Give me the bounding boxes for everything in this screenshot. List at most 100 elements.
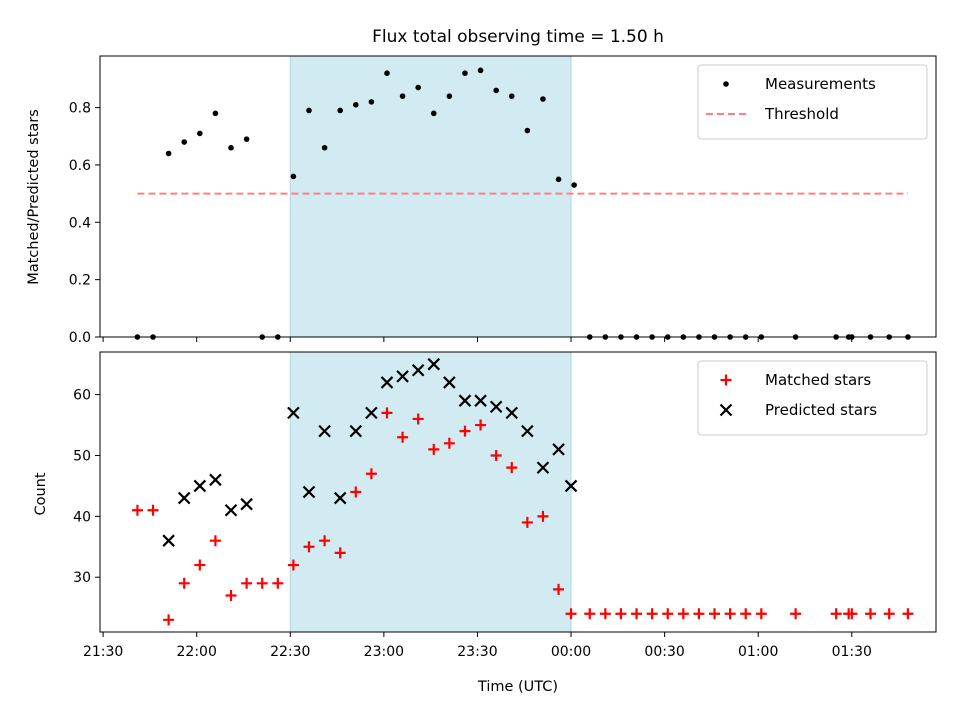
predicted-star-point (536, 461, 550, 474)
matched-star-point (724, 608, 736, 620)
top-y-tick-label: 0.4 (69, 215, 91, 231)
predicted-star-point (458, 394, 472, 407)
measurement-point (508, 93, 515, 99)
legend-label: Matched stars (765, 371, 871, 389)
bottom-y-axis-label: Count (33, 472, 49, 515)
measurement-point (181, 139, 188, 145)
measurement-point (446, 93, 453, 99)
predicted-star-point (474, 394, 487, 407)
matched-star-point (584, 608, 596, 620)
predicted-star-point (564, 479, 578, 493)
measurement-point (462, 70, 468, 77)
matched-star-point (350, 486, 362, 498)
matched-star-point (631, 608, 643, 620)
chart-title: Flux total observing time = 1.50 h (372, 27, 664, 47)
matched-star-point (147, 504, 159, 516)
matched-star-point (565, 608, 577, 620)
matched-star-point (902, 608, 914, 620)
predicted-star-point (318, 424, 331, 438)
matched-star-point (490, 449, 502, 461)
predicted-star-point (489, 400, 503, 414)
matched-star-point (846, 608, 858, 620)
predicted-star-point (443, 376, 456, 389)
top-y-axis-label: Matched/Predicted stars (26, 109, 42, 285)
legend-marker-measurements (723, 81, 729, 87)
measurement-point (212, 110, 219, 117)
top-y-tick-label: 0.6 (69, 158, 91, 174)
predicted-star-point (333, 491, 347, 505)
measurement-point (524, 127, 531, 134)
measurement-point (228, 144, 234, 151)
matched-star-point (241, 577, 253, 589)
bottom-y-tick-label: 40 (73, 509, 91, 525)
measurement-point (571, 182, 577, 188)
x-tick-label: 01:30 (832, 644, 872, 660)
predicted-star-point (427, 357, 441, 371)
matched-star-point (287, 559, 299, 571)
measurement-point (368, 99, 375, 105)
matched-star-point (864, 608, 876, 620)
x-tick-label: 00:00 (551, 644, 591, 660)
measurement-point (540, 96, 546, 102)
predicted-star-point (162, 534, 175, 547)
matched-star-point (709, 608, 721, 620)
matched-star-point (209, 535, 221, 547)
matched-star-point (677, 608, 689, 620)
top-y-tick-label: 0.8 (69, 101, 91, 117)
predicted-star-point (411, 363, 425, 377)
predicted-star-point (380, 376, 394, 389)
x-tick-label: 01:00 (738, 644, 778, 660)
bottom-panel: 30 40 50 60 21:30 22:00 22:30 23:00 23:30 00:00 00… (73, 351, 937, 660)
matched-star-point (256, 577, 268, 589)
matched-star-point (521, 516, 533, 528)
bottom-axes-frame (99, 351, 937, 633)
x-tick-label: 23:30 (457, 644, 497, 660)
measurement-point (337, 107, 343, 114)
matched-star-point (740, 608, 752, 620)
measurement-point (290, 173, 297, 180)
x-tick-label: 21:30 (83, 644, 123, 660)
x-tick-label: 22:30 (270, 644, 310, 660)
measurement-point (165, 150, 172, 157)
matched-star-point (131, 504, 143, 516)
matched-star-point (506, 462, 518, 474)
predicted-star-point (224, 503, 238, 517)
measurement-point (399, 93, 406, 99)
matched-star-point (303, 541, 315, 553)
top-y-tick-label: 0.0 (69, 330, 91, 346)
matched-star-point (693, 608, 705, 620)
bottom-legend-box (697, 360, 928, 436)
measurement-point (384, 70, 390, 77)
measurement-point (321, 144, 328, 151)
matched-star-point (830, 608, 842, 620)
legend-label: Measurements (765, 75, 876, 93)
measurement-point (352, 101, 359, 108)
matched-star-point (599, 608, 611, 620)
bottom-legend: Matched stars Predicted stars (697, 360, 928, 436)
x-tick-label: 00:30 (644, 644, 684, 660)
predicted-star-point (287, 406, 300, 420)
matched-star-point (475, 419, 487, 431)
measurement-point (197, 130, 203, 137)
predicted-star-point (365, 406, 378, 420)
predicted-star-point (552, 443, 565, 456)
matched-star-point (790, 608, 802, 620)
predicted-star-point (209, 473, 222, 487)
matched-star-point (428, 443, 440, 455)
matched-star-point (272, 577, 284, 589)
matched-star-point (443, 437, 455, 449)
bottom-y-tick-label: 30 (73, 570, 91, 586)
measurement-point (306, 107, 312, 114)
predicted-star-point (240, 497, 253, 511)
matched-star-point (178, 577, 190, 589)
predicted-star-point (177, 491, 191, 505)
predicted-star-point (505, 406, 519, 420)
matched-star-point (537, 510, 549, 522)
x-tick-label: 23:00 (364, 644, 404, 660)
matched-star-point (365, 468, 377, 480)
legend-marker-predicted (719, 403, 733, 417)
legend-marker-matched (720, 374, 732, 386)
top-panel: 0.0 0.2 0.4 0.6 0.8 Measurements Threshold (69, 55, 937, 346)
top-axes-frame (99, 55, 937, 338)
